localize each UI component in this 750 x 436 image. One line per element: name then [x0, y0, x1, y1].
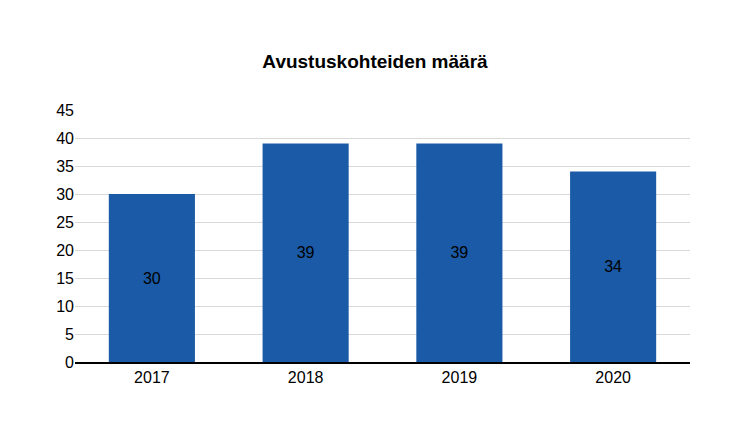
svg-text:2020: 2020 — [595, 369, 631, 386]
svg-text:2019: 2019 — [442, 369, 478, 386]
svg-text:30: 30 — [56, 186, 74, 203]
svg-text:45: 45 — [56, 102, 74, 119]
svg-text:30: 30 — [143, 270, 161, 287]
svg-text:40: 40 — [56, 130, 74, 147]
svg-text:2018: 2018 — [288, 369, 324, 386]
svg-text:39: 39 — [297, 244, 315, 261]
svg-text:25: 25 — [56, 214, 74, 231]
svg-text:Avustuskohteiden määrä: Avustuskohteiden määrä — [262, 51, 488, 72]
svg-text:10: 10 — [56, 298, 74, 315]
svg-text:35: 35 — [56, 158, 74, 175]
svg-text:0: 0 — [65, 354, 74, 371]
svg-text:2017: 2017 — [134, 369, 170, 386]
svg-text:15: 15 — [56, 270, 74, 287]
svg-text:34: 34 — [604, 258, 622, 275]
svg-text:20: 20 — [56, 242, 74, 259]
svg-text:5: 5 — [65, 326, 74, 343]
svg-text:39: 39 — [450, 244, 468, 261]
